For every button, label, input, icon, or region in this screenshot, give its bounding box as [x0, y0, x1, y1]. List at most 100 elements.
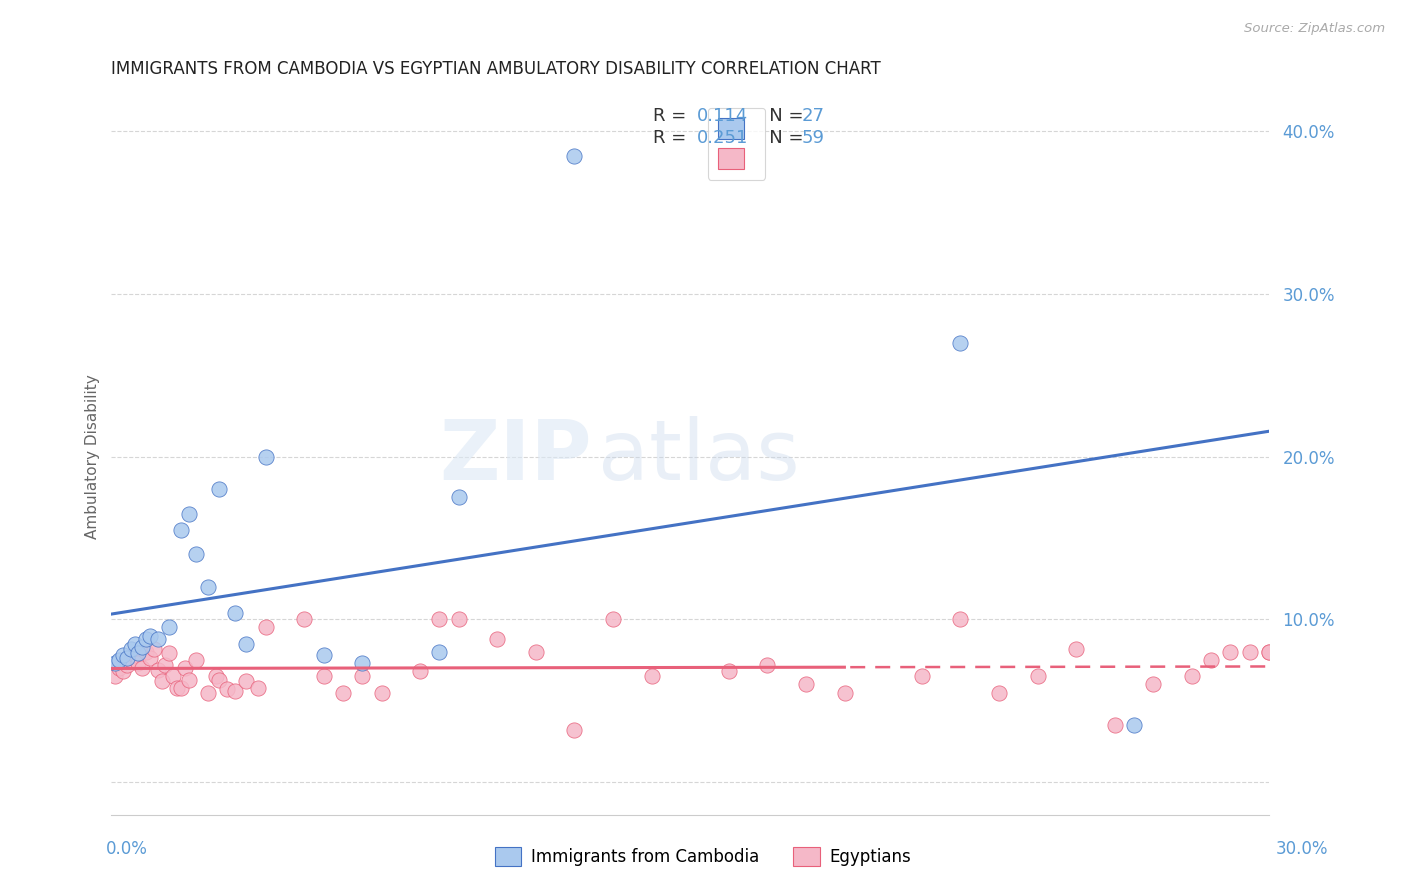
- Point: [166, 681, 188, 695]
- Point: [108, 661, 131, 675]
- Point: [447, 490, 470, 504]
- Point: [1219, 645, 1241, 659]
- Legend: , : ,: [707, 108, 765, 180]
- Point: [162, 669, 184, 683]
- Point: [409, 665, 432, 679]
- Legend: Immigrants from Cambodia, Egyptians: Immigrants from Cambodia, Egyptians: [488, 840, 918, 873]
- Point: [115, 657, 138, 672]
- Point: [177, 673, 200, 687]
- Point: [1199, 653, 1222, 667]
- Point: [208, 482, 231, 496]
- Point: [1123, 718, 1146, 732]
- Point: [1064, 641, 1087, 656]
- Point: [564, 148, 586, 162]
- Point: [217, 682, 239, 697]
- Point: [292, 612, 315, 626]
- Point: [111, 648, 134, 662]
- Text: R =: R =: [654, 108, 697, 126]
- Point: [146, 663, 169, 677]
- Text: 0.114: 0.114: [697, 108, 748, 126]
- Point: [602, 612, 624, 626]
- Text: Source: ZipAtlas.com: Source: ZipAtlas.com: [1244, 22, 1385, 36]
- Point: [486, 632, 509, 646]
- Point: [312, 669, 335, 683]
- Point: [949, 612, 972, 626]
- Point: [142, 641, 165, 656]
- Point: [131, 661, 153, 675]
- Point: [155, 657, 177, 672]
- Point: [1104, 718, 1126, 732]
- Text: 27: 27: [801, 108, 824, 126]
- Point: [1181, 669, 1204, 683]
- Point: [254, 450, 277, 464]
- Point: [1026, 669, 1049, 683]
- Point: [108, 653, 131, 667]
- Point: [254, 620, 277, 634]
- Point: [104, 669, 127, 683]
- Point: [186, 547, 208, 561]
- Point: [135, 632, 157, 646]
- Point: [170, 523, 193, 537]
- Text: 0.251: 0.251: [697, 129, 748, 147]
- Point: [124, 648, 146, 662]
- Text: 30.0%: 30.0%: [1277, 840, 1329, 858]
- Point: [332, 685, 354, 699]
- Point: [235, 637, 257, 651]
- Point: [224, 606, 246, 620]
- Point: [115, 651, 138, 665]
- Point: [197, 685, 219, 699]
- Point: [146, 632, 169, 646]
- Point: [949, 335, 972, 350]
- Point: [235, 674, 257, 689]
- Point: [352, 657, 374, 671]
- Point: [120, 653, 142, 667]
- Point: [157, 647, 180, 661]
- Point: [120, 641, 142, 656]
- Point: [135, 645, 157, 659]
- Point: [170, 681, 193, 695]
- Point: [131, 640, 153, 654]
- Text: R =: R =: [654, 129, 697, 147]
- Point: [429, 645, 451, 659]
- Text: 0.0%: 0.0%: [105, 840, 148, 858]
- Point: [717, 665, 740, 679]
- Point: [157, 620, 180, 634]
- Text: atlas: atlas: [598, 416, 800, 497]
- Point: [987, 685, 1010, 699]
- Point: [177, 507, 200, 521]
- Point: [111, 665, 134, 679]
- Point: [204, 669, 226, 683]
- Point: [429, 612, 451, 626]
- Text: IMMIGRANTS FROM CAMBODIA VS EGYPTIAN AMBULATORY DISABILITY CORRELATION CHART: IMMIGRANTS FROM CAMBODIA VS EGYPTIAN AMB…: [111, 60, 882, 78]
- Point: [1142, 677, 1164, 691]
- Point: [104, 657, 127, 671]
- Text: N =: N =: [752, 108, 808, 126]
- Point: [247, 681, 270, 695]
- Point: [139, 651, 162, 665]
- Text: N =: N =: [752, 129, 808, 147]
- Point: [1239, 645, 1261, 659]
- Point: [208, 673, 231, 687]
- Point: [352, 669, 374, 683]
- Point: [911, 669, 934, 683]
- Point: [834, 685, 856, 699]
- Point: [139, 629, 162, 643]
- Point: [756, 657, 779, 672]
- Point: [224, 684, 246, 698]
- Point: [794, 677, 817, 691]
- Point: [312, 648, 335, 662]
- Point: [197, 580, 219, 594]
- Y-axis label: Ambulatory Disability: Ambulatory Disability: [86, 375, 100, 539]
- Point: [173, 661, 195, 675]
- Point: [1258, 645, 1281, 659]
- Point: [564, 723, 586, 737]
- Point: [186, 653, 208, 667]
- Point: [127, 647, 149, 661]
- Point: [640, 669, 662, 683]
- Point: [150, 674, 173, 689]
- Text: 59: 59: [801, 129, 824, 147]
- Point: [447, 612, 470, 626]
- Point: [370, 685, 392, 699]
- Point: [1258, 645, 1281, 659]
- Text: ZIP: ZIP: [439, 416, 592, 497]
